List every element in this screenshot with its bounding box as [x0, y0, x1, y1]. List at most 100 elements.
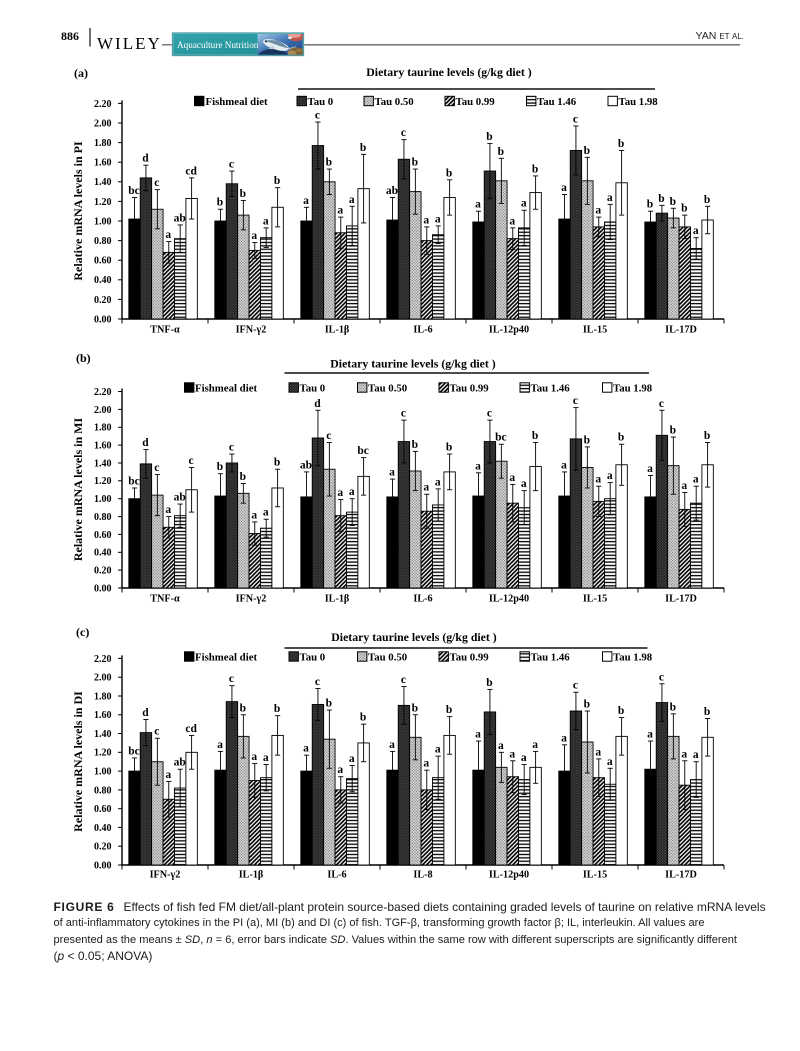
- svg-text:b: b: [412, 439, 418, 451]
- svg-text:(a): (a): [74, 66, 88, 80]
- svg-text:0.20: 0.20: [94, 295, 112, 306]
- svg-text:2.20: 2.20: [94, 654, 112, 665]
- svg-text:TNF-α: TNF-α: [150, 594, 180, 605]
- svg-text:1.20: 1.20: [94, 748, 112, 759]
- svg-text:Tau 0.99: Tau 0.99: [450, 652, 490, 664]
- svg-text:d: d: [314, 398, 321, 410]
- svg-text:bc: bc: [128, 745, 140, 757]
- svg-text:Tau 0.50: Tau 0.50: [368, 652, 407, 664]
- svg-text:b: b: [486, 131, 492, 143]
- svg-text:0.40: 0.40: [94, 548, 112, 559]
- svg-text:b: b: [647, 199, 653, 211]
- svg-text:ab: ab: [174, 492, 186, 504]
- svg-text:0.60: 0.60: [94, 804, 112, 815]
- svg-text:d: d: [142, 437, 149, 449]
- svg-text:c: c: [573, 395, 578, 407]
- svg-text:0.00: 0.00: [94, 583, 112, 594]
- svg-text:a: a: [349, 486, 355, 498]
- svg-text:1.60: 1.60: [94, 158, 112, 169]
- svg-text:IL-6: IL-6: [327, 870, 346, 881]
- svg-text:c: c: [326, 430, 331, 442]
- svg-text:ab: ab: [386, 185, 398, 197]
- svg-text:0.40: 0.40: [94, 823, 112, 834]
- svg-text:a: a: [475, 199, 481, 211]
- svg-text:a: a: [681, 748, 687, 760]
- svg-text:Tau 0: Tau 0: [300, 383, 326, 395]
- svg-text:Dietary taurine levels (g/kg d: Dietary taurine levels (g/kg diet ): [366, 65, 532, 79]
- svg-text:b: b: [326, 698, 332, 710]
- svg-text:a: a: [498, 740, 504, 752]
- svg-text:2.00: 2.00: [94, 673, 112, 684]
- svg-text:0.00: 0.00: [94, 860, 112, 871]
- svg-text:c: c: [401, 127, 406, 139]
- svg-text:IL-17D: IL-17D: [665, 870, 697, 881]
- svg-text:c: c: [189, 455, 194, 467]
- svg-text:Tau 0: Tau 0: [300, 652, 326, 664]
- svg-text:b: b: [618, 432, 624, 444]
- svg-text:b: b: [618, 705, 624, 717]
- svg-text:Tau 1.46: Tau 1.46: [531, 383, 571, 395]
- svg-text:IFN-γ2: IFN-γ2: [236, 594, 267, 605]
- svg-text:b: b: [446, 704, 452, 716]
- svg-text:IL-15: IL-15: [583, 594, 607, 605]
- svg-text:0.80: 0.80: [94, 236, 112, 247]
- svg-text:Fishmeal diet: Fishmeal diet: [195, 383, 257, 395]
- svg-text:Tau 1.98: Tau 1.98: [613, 652, 653, 664]
- svg-text:Tau 0.99: Tau 0.99: [450, 383, 490, 395]
- svg-text:b: b: [658, 193, 664, 205]
- svg-text:c: c: [229, 673, 234, 685]
- svg-text:IL-12p40: IL-12p40: [489, 870, 529, 881]
- svg-text:1.80: 1.80: [94, 691, 112, 702]
- svg-text:b: b: [584, 434, 590, 446]
- svg-text:bc: bc: [357, 445, 369, 457]
- svg-text:a: a: [337, 487, 343, 499]
- svg-text:ab: ab: [174, 212, 186, 224]
- svg-text:a: a: [475, 729, 481, 741]
- svg-text:a: a: [423, 482, 429, 494]
- svg-text:b: b: [240, 702, 246, 714]
- svg-text:Dietary taurine levels (g/kg d: Dietary taurine levels (g/kg diet ): [331, 630, 497, 644]
- svg-text:1.60: 1.60: [94, 710, 112, 721]
- svg-text:Tau 1.46: Tau 1.46: [537, 96, 577, 108]
- svg-text:a: a: [681, 480, 687, 492]
- svg-text:bc: bc: [128, 475, 140, 487]
- svg-text:IL-1β: IL-1β: [325, 325, 350, 336]
- svg-text:Tau 0.99: Tau 0.99: [456, 96, 496, 108]
- svg-text:c: c: [154, 726, 159, 738]
- svg-text:c: c: [573, 113, 578, 125]
- svg-text:(b): (b): [76, 351, 91, 365]
- svg-text:b: b: [670, 196, 676, 208]
- svg-text:a: a: [263, 507, 269, 519]
- svg-text:b: b: [704, 706, 710, 718]
- svg-text:a: a: [509, 748, 515, 760]
- svg-text:a: a: [693, 749, 699, 761]
- svg-text:1.40: 1.40: [94, 729, 112, 740]
- svg-text:b: b: [532, 430, 538, 442]
- svg-text:IL-15: IL-15: [583, 325, 607, 336]
- svg-text:2.20: 2.20: [94, 387, 112, 398]
- svg-text:b: b: [532, 163, 538, 175]
- svg-text:Tau 1.98: Tau 1.98: [613, 383, 653, 395]
- svg-text:c: c: [154, 177, 159, 189]
- svg-text:b: b: [360, 142, 366, 154]
- svg-text:1.20: 1.20: [94, 476, 112, 487]
- svg-text:c: c: [401, 674, 406, 686]
- svg-text:a: a: [607, 192, 613, 204]
- svg-text:1.40: 1.40: [94, 177, 112, 188]
- svg-text:1.60: 1.60: [94, 441, 112, 452]
- svg-text:Tau 1.46: Tau 1.46: [531, 652, 571, 664]
- svg-text:TNF-α: TNF-α: [150, 325, 180, 336]
- svg-text:a: a: [303, 743, 309, 755]
- svg-text:1.00: 1.00: [94, 494, 112, 505]
- svg-text:a: a: [561, 732, 567, 744]
- svg-text:IFN-γ2: IFN-γ2: [150, 870, 181, 881]
- svg-text:a: a: [532, 739, 538, 751]
- svg-text:1.00: 1.00: [94, 216, 112, 227]
- svg-text:d: d: [142, 153, 149, 165]
- svg-text:0.40: 0.40: [94, 275, 112, 286]
- svg-text:a: a: [595, 474, 601, 486]
- svg-text:b: b: [240, 471, 246, 483]
- svg-text:b: b: [584, 145, 590, 157]
- svg-text:a: a: [509, 472, 515, 484]
- svg-text:0.00: 0.00: [94, 314, 112, 325]
